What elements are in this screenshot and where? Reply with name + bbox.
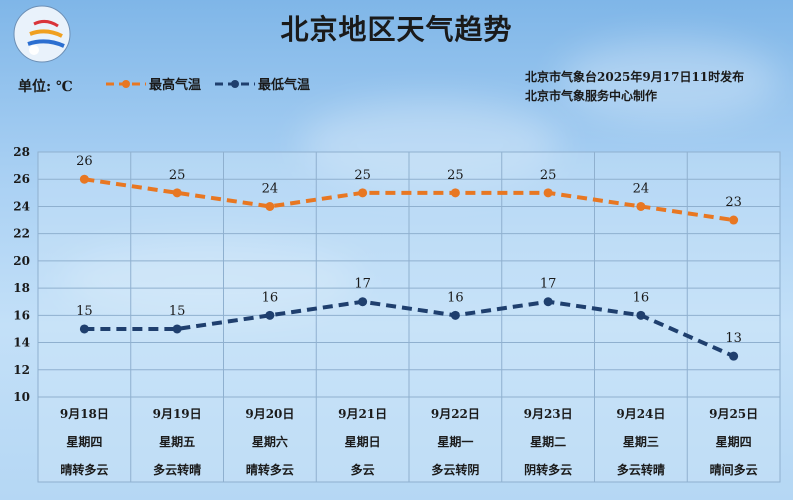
day-weather: 晴间多云 <box>709 463 758 477</box>
day-date: 9月23日 <box>523 407 573 421</box>
day-weekday: 星期日 <box>344 435 381 449</box>
high-temp-value-label: 25 <box>540 168 557 183</box>
day-weekday: 星期一 <box>437 435 474 449</box>
y-tick-label: 22 <box>13 227 30 241</box>
day-weekday: 星期四 <box>66 435 103 449</box>
day-weather: 多云转晴 <box>153 463 202 477</box>
issuer-line-1: 北京市气象台2025年9月17日11时发布 <box>525 70 745 84</box>
day-weather: 多云转阴 <box>431 463 480 477</box>
low-temp-point <box>636 310 646 320</box>
high-temp-line <box>84 177 734 223</box>
high-temp-point <box>729 215 739 225</box>
day-weekday: 星期三 <box>622 435 659 449</box>
orange-dashed-line-icon <box>106 79 146 88</box>
unit-label: 单位: ℃ <box>18 79 73 95</box>
low-temp-value-label: 15 <box>76 304 93 319</box>
low-temp-value-label: 13 <box>725 331 742 346</box>
legend-item-low: 最低气温 <box>215 74 310 93</box>
y-tick-label: 14 <box>13 336 30 350</box>
day-weather: 晴转多云 <box>245 463 294 477</box>
day-column: 9月19日星期五多云转晴 <box>131 400 224 482</box>
background-cloud <box>300 100 560 190</box>
y-tick-label: 20 <box>13 254 30 268</box>
high-temp-value-label: 25 <box>447 168 464 183</box>
high-temp-point <box>265 201 275 211</box>
high-temp-value-label: 25 <box>169 168 186 183</box>
day-date: 9月25日 <box>709 407 759 421</box>
day-weekday: 星期五 <box>159 435 196 449</box>
high-temp-value-label: 24 <box>262 181 279 196</box>
page-title: 北京地区天气趋势 <box>280 13 513 46</box>
issuer-info: 北京市气象台2025年9月17日11时发布 北京市气象服务中心制作 <box>525 68 744 106</box>
high-temp-point <box>543 188 553 198</box>
low-temp-point <box>358 297 368 307</box>
low-temp-value-label: 17 <box>540 277 557 292</box>
chart-legend: 最高气温 最低气温 <box>106 74 310 93</box>
day-date: 9月24日 <box>616 407 666 421</box>
y-tick-label: 16 <box>13 308 30 322</box>
day-column: 9月24日星期三多云转晴 <box>595 400 688 482</box>
day-date: 9月19日 <box>152 407 202 421</box>
low-temp-point <box>172 324 182 334</box>
day-column: 9月22日星期一多云转阴 <box>409 400 502 482</box>
day-column: 9月21日星期日多云 <box>316 400 409 482</box>
day-column: 9月25日星期四晴间多云 <box>687 400 780 482</box>
high-temp-point <box>79 174 89 184</box>
y-tick-label: 12 <box>13 363 30 377</box>
low-temp-point <box>543 297 553 307</box>
high-temp-value-label: 25 <box>354 168 371 183</box>
y-tick-label: 28 <box>13 145 30 159</box>
day-column: 9月20日星期六晴转多云 <box>224 400 317 482</box>
legend-label-low: 最低气温 <box>258 78 311 93</box>
high-temp-point <box>172 188 182 198</box>
high-temp-point <box>358 188 368 198</box>
legend-item-high: 最高气温 <box>106 74 201 93</box>
day-date: 9月18日 <box>59 407 109 421</box>
y-tick-label: 10 <box>13 390 30 404</box>
meteorological-service-logo-icon <box>13 5 71 63</box>
day-weekday: 星期六 <box>251 435 288 449</box>
background-cloud <box>60 240 360 320</box>
day-column: 9月23日星期二阴转多云 <box>502 400 595 482</box>
background-cloud <box>560 40 780 120</box>
day-date: 9月22日 <box>430 407 480 421</box>
low-temp-point <box>265 310 275 320</box>
high-temp-value-label: 24 <box>633 181 650 196</box>
navy-dashed-line-icon <box>215 79 256 88</box>
low-temp-value-label: 16 <box>447 290 464 305</box>
day-weather: 阴转多云 <box>524 463 573 477</box>
high-temp-point <box>450 188 460 198</box>
day-weather: 多云转晴 <box>616 463 665 477</box>
day-date: 9月21日 <box>338 407 388 421</box>
legend-label-high: 最高气温 <box>149 78 202 93</box>
low-temp-value-label: 16 <box>262 290 279 305</box>
day-column: 9月18日星期四晴转多云 <box>38 400 131 482</box>
high-temp-value-label: 26 <box>76 154 93 169</box>
day-weather: 多云 <box>350 463 375 477</box>
y-tick-label: 18 <box>13 281 30 295</box>
low-temp-point <box>450 310 460 320</box>
low-temp-line <box>84 299 735 358</box>
y-tick-label: 26 <box>13 172 30 186</box>
day-weekday: 星期二 <box>530 435 567 449</box>
high-temp-value-label: 23 <box>725 195 742 210</box>
day-weekday: 星期四 <box>715 435 752 449</box>
day-weather: 晴转多云 <box>60 463 109 477</box>
low-temp-value-label: 16 <box>633 290 650 305</box>
day-date: 9月20日 <box>245 407 295 421</box>
issuer-line-2: 北京市气象服务中心制作 <box>525 89 658 103</box>
low-temp-value-label: 17 <box>354 277 371 292</box>
high-temp-point <box>636 201 646 211</box>
y-tick-label: 24 <box>13 199 30 213</box>
low-temp-point <box>79 324 89 334</box>
low-temp-value-label: 15 <box>169 304 186 319</box>
low-temp-point <box>729 351 739 361</box>
